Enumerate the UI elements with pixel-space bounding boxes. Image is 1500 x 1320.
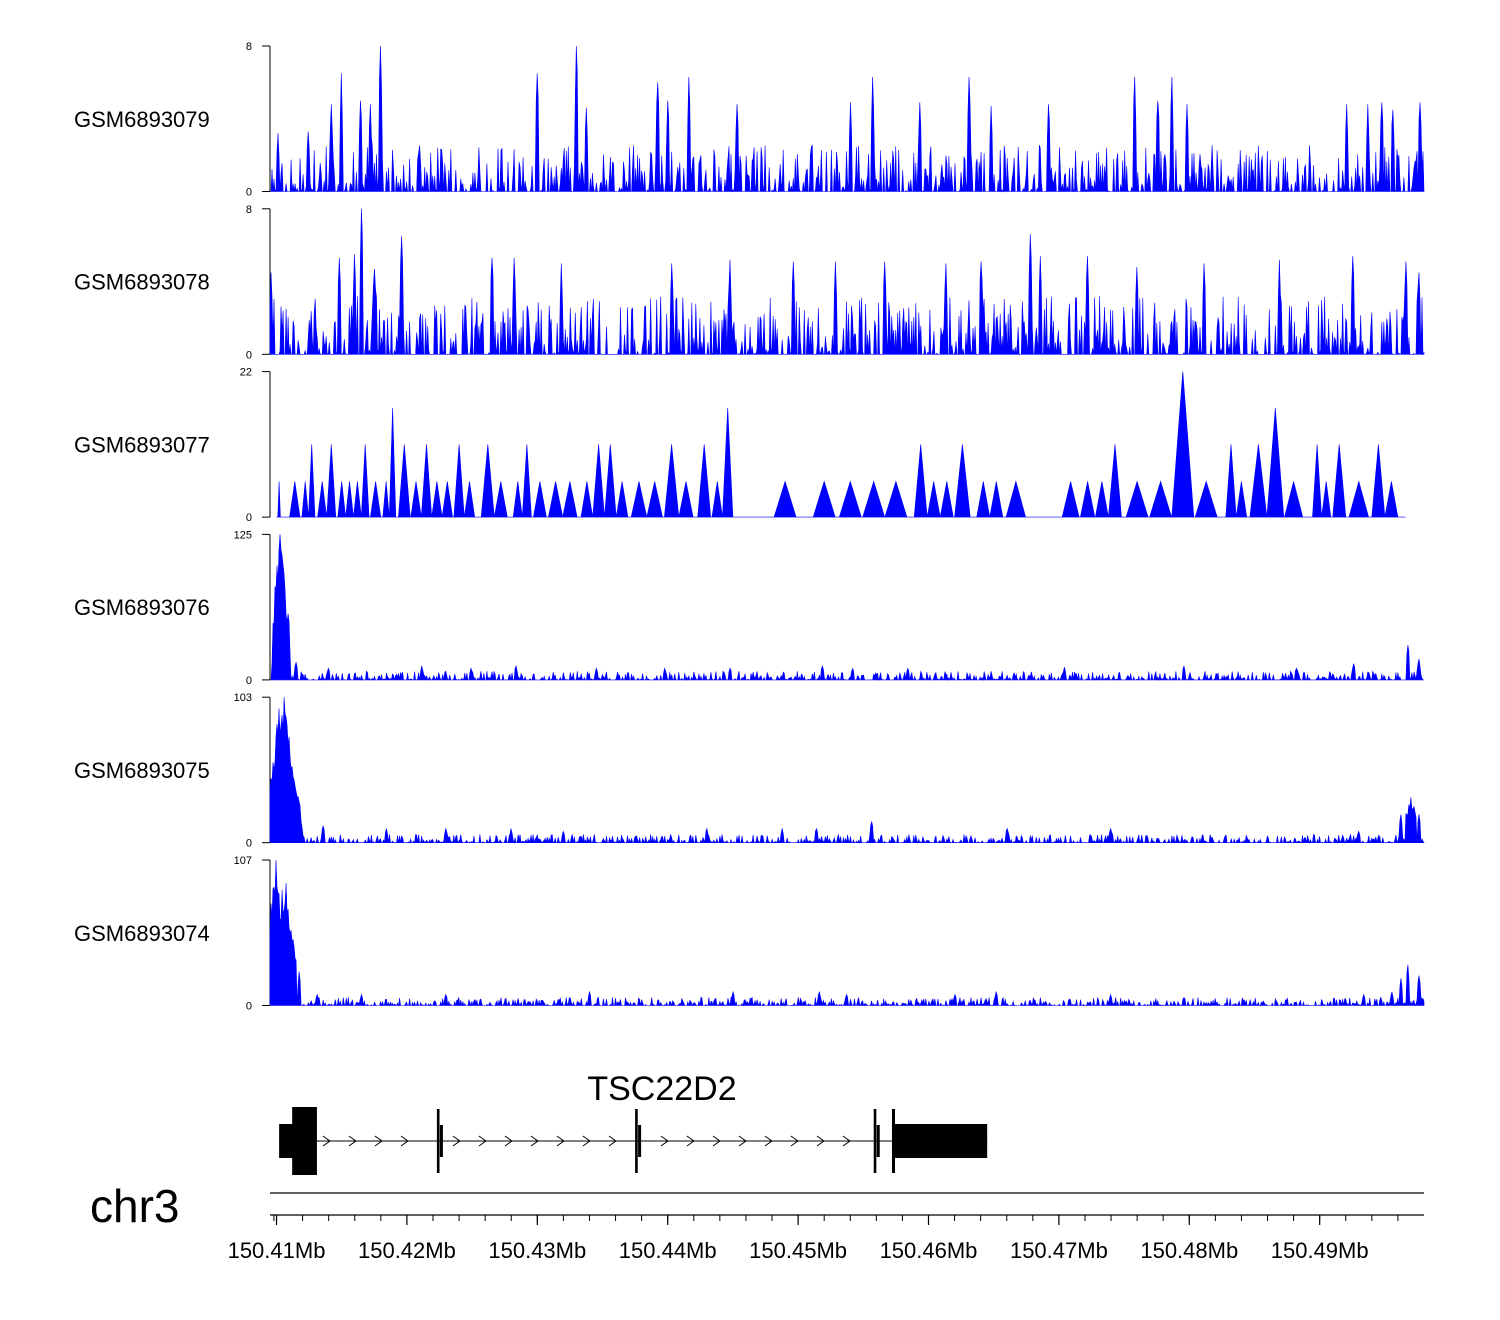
- y-tick-label-max: 103: [234, 692, 252, 704]
- coverage-tracks: GSM689307980GSM689307880GSM6893077220GSM…: [74, 41, 1425, 1013]
- strand-arrow: [764, 1135, 773, 1147]
- strand-arrow: [452, 1135, 461, 1147]
- axis-ticks: 150.41Mb 150.42Mb 150.43Mb 150.44Mb 150.45Mb…: [228, 1215, 1399, 1263]
- track-label: GSM6893077: [74, 432, 210, 457]
- strand-arrow: [504, 1135, 513, 1147]
- strand-arrow: [790, 1135, 799, 1147]
- track-label: GSM6893074: [74, 921, 210, 946]
- strand-arrow: [530, 1135, 539, 1147]
- axis-tick-label: 150.44Mb: [619, 1238, 717, 1263]
- y-tick-label-max: 8: [246, 41, 252, 53]
- gene-exon: [292, 1107, 317, 1175]
- track: GSM6893076 125 0: [74, 529, 1424, 687]
- genome-axis: chr3 150.41Mb 150.42Mb 150.43Mb 150.44Mb 150…: [90, 1180, 1424, 1263]
- y-tick-label-min: 0: [246, 838, 252, 850]
- track: GSM6893078 8 0: [74, 204, 1425, 361]
- gene-exon: [439, 1125, 443, 1157]
- strand-arrow: [738, 1135, 747, 1147]
- gene-exon: [638, 1125, 642, 1157]
- strand-arrow: [712, 1135, 721, 1147]
- y-tick-label-min: 0: [246, 187, 252, 199]
- y-tick-label-max: 22: [240, 367, 252, 379]
- strand-arrow: [608, 1135, 617, 1147]
- gene-exon: [891, 1124, 988, 1158]
- track: GSM6893074 107 0: [74, 855, 1425, 1013]
- gene-label: TSC22D2: [587, 1070, 736, 1108]
- chromosome-label: chr3: [90, 1180, 179, 1232]
- track: GSM6893075 103 0: [74, 692, 1425, 850]
- gene-model: [279, 1107, 988, 1175]
- y-tick-label-max: 8: [246, 204, 252, 216]
- y-tick-label-min: 0: [246, 512, 252, 524]
- axis-tick-label: 150.41Mb: [228, 1238, 326, 1263]
- strand-arrow: [556, 1135, 565, 1147]
- track: GSM6893077 22 0: [74, 367, 1406, 524]
- y-tick-label-max: 107: [234, 855, 252, 867]
- strand-arrow: [478, 1135, 487, 1147]
- gene-exon: [635, 1109, 638, 1173]
- track-label: GSM6893075: [74, 758, 210, 783]
- coverage-area: [276, 371, 1406, 518]
- axis-tick-label: 150.43Mb: [488, 1238, 586, 1263]
- track-label: GSM6893079: [74, 107, 210, 132]
- coverage-area: [269, 697, 1425, 844]
- track: GSM6893079 8 0: [74, 41, 1425, 199]
- axis-tick-label: 150.42Mb: [358, 1238, 456, 1263]
- axis-tick-label: 150.45Mb: [749, 1238, 847, 1263]
- y-tick-label-min: 0: [246, 675, 252, 687]
- axis-tick-label: 150.47Mb: [1010, 1238, 1108, 1263]
- coverage-area: [270, 534, 1424, 682]
- gene-exon: [876, 1125, 880, 1157]
- gene-annotation: TSC22D2: [279, 1070, 988, 1175]
- strand-arrow: [686, 1135, 695, 1147]
- coverage-area: [270, 45, 1425, 193]
- strand-arrow: [374, 1135, 383, 1147]
- gene-exon: [873, 1109, 877, 1173]
- axis-tick-label: 150.46Mb: [880, 1238, 978, 1263]
- strand-arrow: [660, 1135, 669, 1147]
- y-tick-label-min: 0: [246, 349, 252, 361]
- axis-tick-label: 150.49Mb: [1271, 1238, 1369, 1263]
- strand-arrow: [348, 1135, 357, 1147]
- strand-arrow: [816, 1135, 825, 1147]
- axis-tick-label: 150.48Mb: [1140, 1238, 1238, 1263]
- strand-arrow: [322, 1135, 331, 1147]
- coverage-area: [269, 208, 1425, 356]
- y-tick-label-max: 125: [234, 529, 252, 541]
- y-tick-label-min: 0: [246, 1001, 252, 1013]
- gene-exon: [436, 1109, 440, 1173]
- track-label: GSM6893078: [74, 270, 210, 295]
- strand-arrow: [582, 1135, 591, 1147]
- coverage-area: [269, 859, 1425, 1007]
- gene-exon: [891, 1109, 895, 1173]
- strand-arrow: [400, 1135, 409, 1147]
- strand-arrow: [842, 1135, 851, 1147]
- track-label: GSM6893076: [74, 595, 210, 620]
